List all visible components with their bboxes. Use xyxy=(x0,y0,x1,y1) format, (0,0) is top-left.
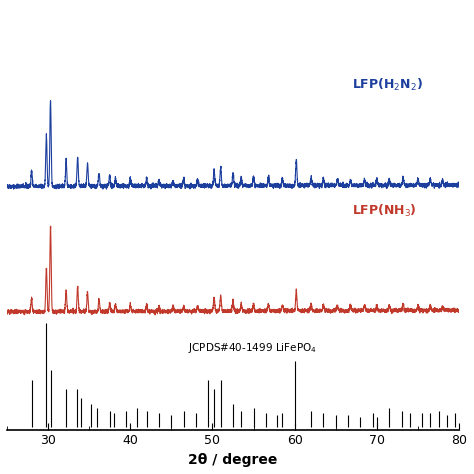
Text: LFP(H$_2$N$_2$): LFP(H$_2$N$_2$) xyxy=(352,77,423,93)
X-axis label: 2θ / degree: 2θ / degree xyxy=(188,453,278,467)
Text: JCPDS#40-1499 LiFePO$_4$: JCPDS#40-1499 LiFePO$_4$ xyxy=(188,341,317,355)
Text: LFP(NH$_3$): LFP(NH$_3$) xyxy=(352,202,417,219)
